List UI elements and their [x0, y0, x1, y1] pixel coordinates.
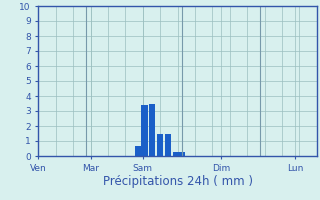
Bar	[173, 152, 179, 156]
Bar	[179, 152, 185, 156]
Bar	[141, 105, 148, 156]
Bar	[135, 146, 141, 156]
X-axis label: Précipitations 24h ( mm ): Précipitations 24h ( mm )	[103, 175, 252, 188]
Bar	[165, 134, 171, 156]
Bar	[157, 134, 163, 156]
Bar	[149, 104, 156, 156]
